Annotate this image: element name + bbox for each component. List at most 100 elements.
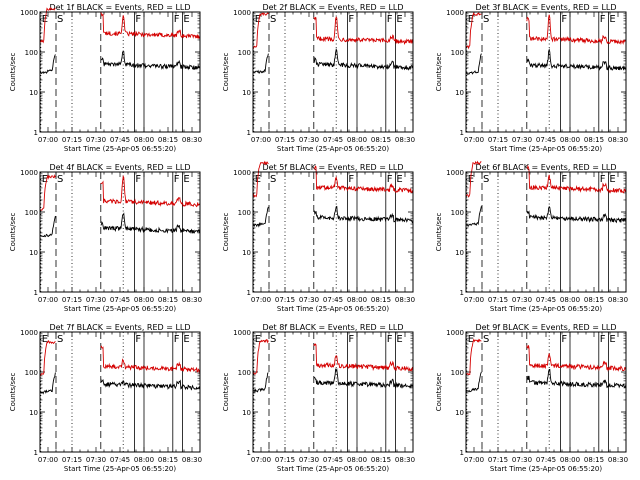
y-axis-label: Counts/sec: [9, 53, 17, 92]
event-marker-label: F: [174, 14, 180, 25]
x-axis-label: Start Time (25-Apr-05 06:55:20): [64, 465, 176, 473]
x-tick-label: 08:15: [584, 136, 604, 144]
y-tick-label: 1: [460, 289, 464, 297]
event-marker-label: F: [387, 14, 393, 25]
event-marker-label: F: [174, 174, 180, 185]
event-marker-label: S: [270, 334, 276, 345]
series-lld-line: [465, 160, 627, 198]
plot-frame: [252, 11, 414, 133]
y-tick-label: 10: [242, 89, 251, 97]
event-marker-label: F: [135, 14, 141, 25]
x-tick-label: 07:00: [251, 296, 271, 304]
x-axis-label: Start Time (25-Apr-05 06:55:20): [490, 465, 602, 473]
x-tick-label: 07:45: [536, 296, 556, 304]
chart-panel-6: Det 6f BLACK = Events, RED = LLD Counts/s…: [435, 160, 628, 313]
x-tick-label: 08:30: [182, 136, 202, 144]
x-tick-label: 07:45: [323, 296, 343, 304]
y-tick-label: 1000: [233, 9, 251, 17]
chart-title: Det 9f BLACK = Events, RED = LLD: [475, 323, 616, 332]
series-lld-line: [39, 174, 201, 211]
series-lld-line: [252, 339, 414, 375]
x-tick-label: 07:15: [275, 296, 295, 304]
chart-title: Det 5f BLACK = Events, RED = LLD: [262, 163, 403, 172]
plot-frame: [465, 331, 627, 453]
y-tick-label: 100: [238, 49, 251, 57]
series-lld-line: [465, 338, 627, 376]
y-tick-label: 100: [25, 369, 38, 377]
x-tick-label: 07:30: [512, 136, 532, 144]
event-marker-label: F: [348, 334, 354, 345]
x-tick-label: 07:30: [512, 296, 532, 304]
chart-title: Det 8f BLACK = Events, RED = LLD: [262, 323, 403, 332]
x-tick-label: 07:15: [62, 456, 82, 464]
y-tick-label: 1000: [233, 169, 251, 177]
x-axis-label: Start Time (25-Apr-05 06:55:20): [64, 305, 176, 313]
x-tick-label: 07:45: [323, 136, 343, 144]
x-tick-label: 07:00: [251, 136, 271, 144]
x-tick-label: 07:30: [86, 296, 106, 304]
x-tick-label: 07:15: [488, 456, 508, 464]
event-marker-label: E: [42, 334, 48, 345]
x-tick-label: 07:15: [488, 296, 508, 304]
event-marker-label: F: [561, 334, 567, 345]
x-tick-label: 08:30: [182, 456, 202, 464]
plot-frame: [465, 171, 627, 293]
series-events-line: [465, 48, 627, 75]
x-tick-label: 07:00: [38, 296, 58, 304]
series-events-line: [252, 205, 413, 228]
y-tick-label: 1000: [233, 329, 251, 337]
chart-panel-7: Det 7f BLACK = Events, RED = LLD Counts/s…: [9, 323, 202, 473]
x-tick-label: 07:00: [38, 456, 58, 464]
y-tick-label: 10: [242, 249, 251, 257]
event-marker-label: E: [609, 174, 615, 185]
x-tick-label: 07:00: [464, 296, 484, 304]
x-tick-label: 07:30: [86, 136, 106, 144]
x-tick-label: 07:30: [512, 456, 532, 464]
x-tick-label: 08:30: [395, 456, 415, 464]
series-events-line: [252, 48, 414, 74]
chart-title: Det 7f BLACK = Events, RED = LLD: [49, 323, 190, 332]
x-tick-label: 08:30: [395, 296, 415, 304]
x-axis-label: Start Time (25-Apr-05 06:55:20): [277, 145, 389, 153]
y-tick-label: 100: [238, 369, 251, 377]
event-marker-label: S: [483, 14, 489, 25]
y-axis-label: Counts/sec: [435, 373, 443, 412]
event-marker-label: S: [270, 174, 276, 185]
series-events-line: [252, 367, 414, 394]
x-tick-label: 07:45: [536, 136, 556, 144]
event-marker-label: E: [468, 14, 474, 25]
event-marker-label: F: [387, 174, 393, 185]
event-marker-label: E: [183, 174, 189, 185]
series-events-line: [39, 51, 201, 75]
y-axis-label: Counts/sec: [222, 53, 230, 92]
event-marker-label: F: [561, 174, 567, 185]
x-tick-label: 08:15: [584, 456, 604, 464]
event-marker-label: E: [183, 14, 189, 25]
x-tick-label: 07:30: [299, 456, 319, 464]
event-marker-label: E: [396, 174, 402, 185]
x-tick-label: 08:00: [560, 296, 580, 304]
chart-panel-1: Det 1f BLACK = Events, RED = LLD Counts/s…: [9, 3, 202, 153]
y-tick-label: 100: [451, 49, 464, 57]
chart-panel-5: Det 5f BLACK = Events, RED = LLD Counts/s…: [222, 160, 415, 313]
event-marker-label: F: [174, 334, 180, 345]
event-marker-label: F: [135, 334, 141, 345]
y-tick-label: 10: [29, 409, 38, 417]
x-tick-label: 07:45: [110, 136, 130, 144]
x-tick-label: 08:30: [395, 136, 415, 144]
event-marker-label: E: [396, 14, 402, 25]
plot-frame: [39, 171, 201, 293]
y-tick-label: 10: [455, 249, 464, 257]
y-tick-label: 1000: [446, 329, 464, 337]
y-axis-label: Counts/sec: [9, 213, 17, 252]
event-marker-label: E: [468, 334, 474, 345]
event-marker-label: S: [57, 174, 63, 185]
x-axis-label: Start Time (25-Apr-05 06:55:20): [277, 305, 389, 313]
x-tick-label: 07:00: [464, 456, 484, 464]
y-tick-label: 10: [455, 409, 464, 417]
event-marker-label: E: [42, 174, 48, 185]
plot-frame: [39, 11, 201, 133]
y-tick-label: 1000: [20, 329, 38, 337]
series-events-line: [465, 368, 627, 393]
